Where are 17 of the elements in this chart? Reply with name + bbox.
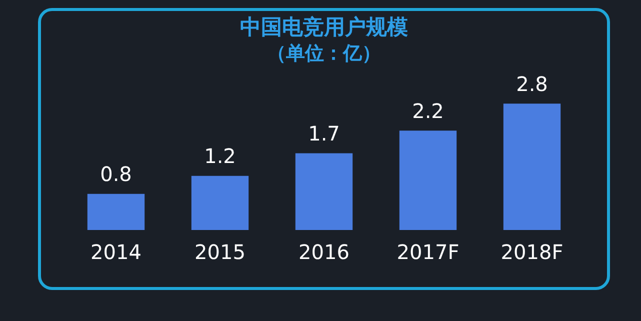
x-tick-label: 2017F (396, 240, 460, 264)
data-label: 0.8 (100, 162, 132, 186)
bar (503, 104, 561, 230)
bar (191, 176, 249, 230)
bar (87, 194, 145, 230)
x-tick-label: 2016 (298, 240, 350, 264)
x-tick-label: 2014 (90, 240, 142, 264)
x-tick-label: 2018F (500, 240, 564, 264)
bar (399, 130, 457, 230)
chart-subtitle: （单位：亿） (267, 42, 381, 65)
data-label: 2.8 (516, 72, 548, 96)
chart-title: 中国电竞用户规模 (240, 15, 408, 40)
data-label: 1.7 (308, 121, 340, 146)
bar (295, 153, 353, 230)
data-label: 2.2 (412, 98, 444, 123)
data-label: 1.2 (204, 144, 236, 168)
x-tick-label: 2015 (194, 240, 246, 264)
